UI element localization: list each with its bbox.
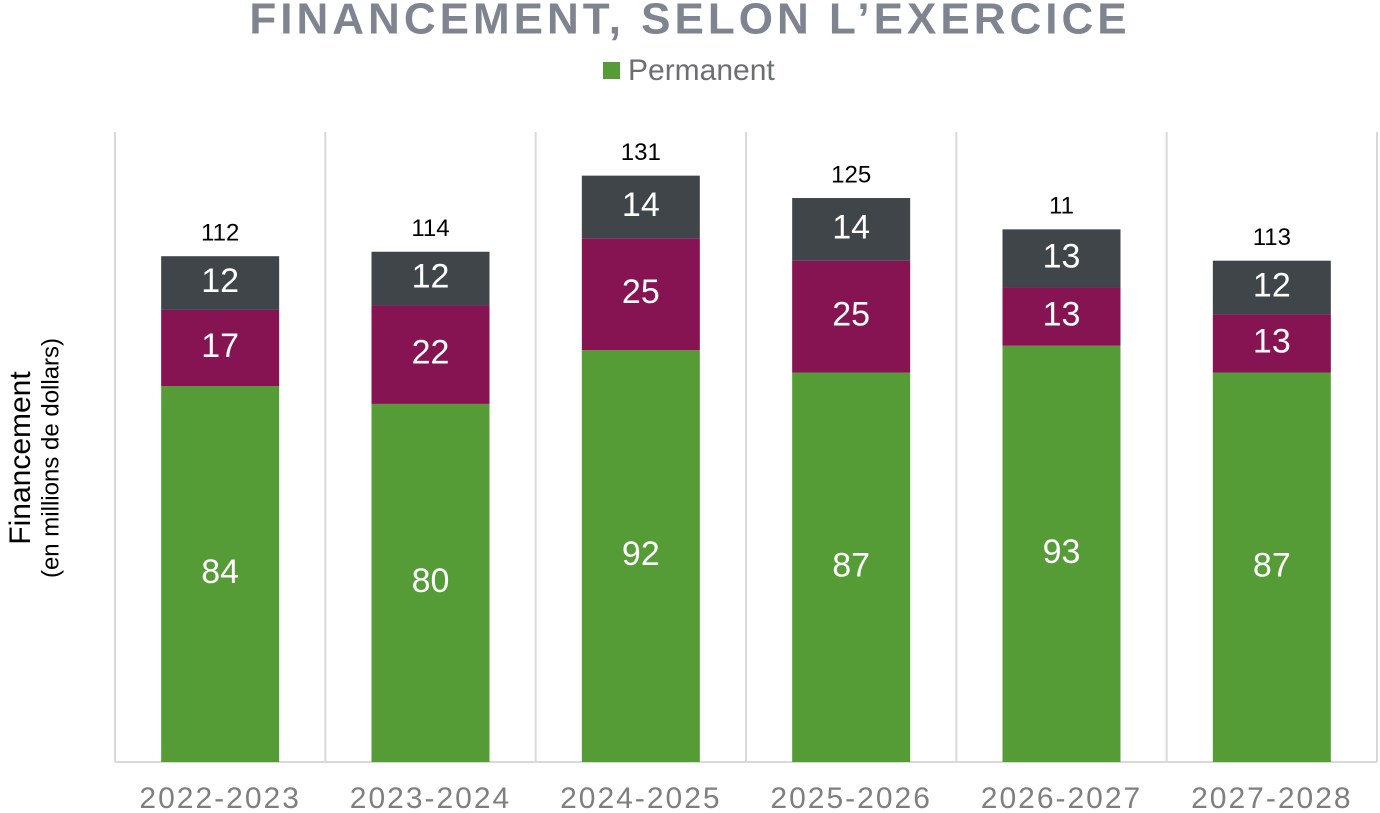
legend-label: Permanent [628, 54, 775, 87]
total-label: 11 [1049, 193, 1074, 220]
total-label: 112 [201, 220, 239, 247]
bar-segment [1002, 345, 1121, 762]
data-label: 13 [1043, 296, 1081, 334]
legend-swatch [603, 62, 620, 79]
x-tick-label: 2025-2026 [770, 782, 931, 813]
bar-segment [1002, 287, 1121, 346]
bar-segment [161, 386, 280, 762]
y-label: Financement [4, 371, 37, 545]
data-label: 12 [201, 262, 239, 300]
bar-segment [161, 256, 280, 310]
data-label: 80 [412, 562, 450, 600]
data-label: 87 [832, 546, 870, 584]
bar-segment [581, 350, 700, 762]
data-label: 14 [622, 186, 660, 224]
bar-segment [371, 403, 490, 762]
bar-segment [371, 251, 490, 306]
bar-segment [792, 260, 911, 373]
data-label: 14 [832, 208, 870, 246]
x-tick-label: 2027-2028 [1191, 782, 1352, 813]
data-label: 92 [622, 535, 660, 573]
bar-segment [371, 305, 490, 404]
bar-segment [581, 175, 700, 239]
total-label: 113 [1253, 224, 1291, 251]
data-label: 25 [622, 273, 660, 311]
x-tick-label: 2026-2027 [981, 782, 1142, 813]
bar-segment [581, 238, 700, 351]
data-label: 87 [1253, 546, 1291, 584]
bar-segment [1212, 372, 1331, 762]
data-label: 84 [201, 553, 239, 591]
bar-segment [1212, 260, 1331, 315]
total-label: 131 [621, 139, 661, 166]
data-label: 12 [1253, 267, 1291, 305]
y-sublabel: (en millions de dollars) [37, 338, 64, 578]
data-label: 22 [412, 334, 450, 372]
data-label: 13 [1043, 237, 1081, 275]
data-label: 25 [832, 296, 870, 334]
data-label: 93 [1043, 533, 1081, 571]
x-tick-label: 2022-2023 [139, 782, 300, 813]
data-label: 12 [412, 258, 450, 296]
bar-segment [1212, 314, 1331, 373]
y-axis-label: Financement (en millions de dollars) [4, 338, 64, 578]
total-label: 114 [411, 215, 449, 242]
bar-segment [792, 198, 911, 261]
bar-segment [161, 309, 280, 387]
bar-segment [1002, 229, 1121, 288]
total-label: 125 [831, 161, 871, 188]
x-tick-label: 2024-2025 [560, 782, 721, 813]
chart-title: FINANCEMENT, SELON L’EXERCICE [249, 0, 1130, 44]
x-tick-label: 2023-2024 [350, 782, 511, 813]
data-label: 17 [201, 327, 239, 365]
bar-segment [792, 372, 911, 762]
data-label: 13 [1253, 322, 1291, 360]
